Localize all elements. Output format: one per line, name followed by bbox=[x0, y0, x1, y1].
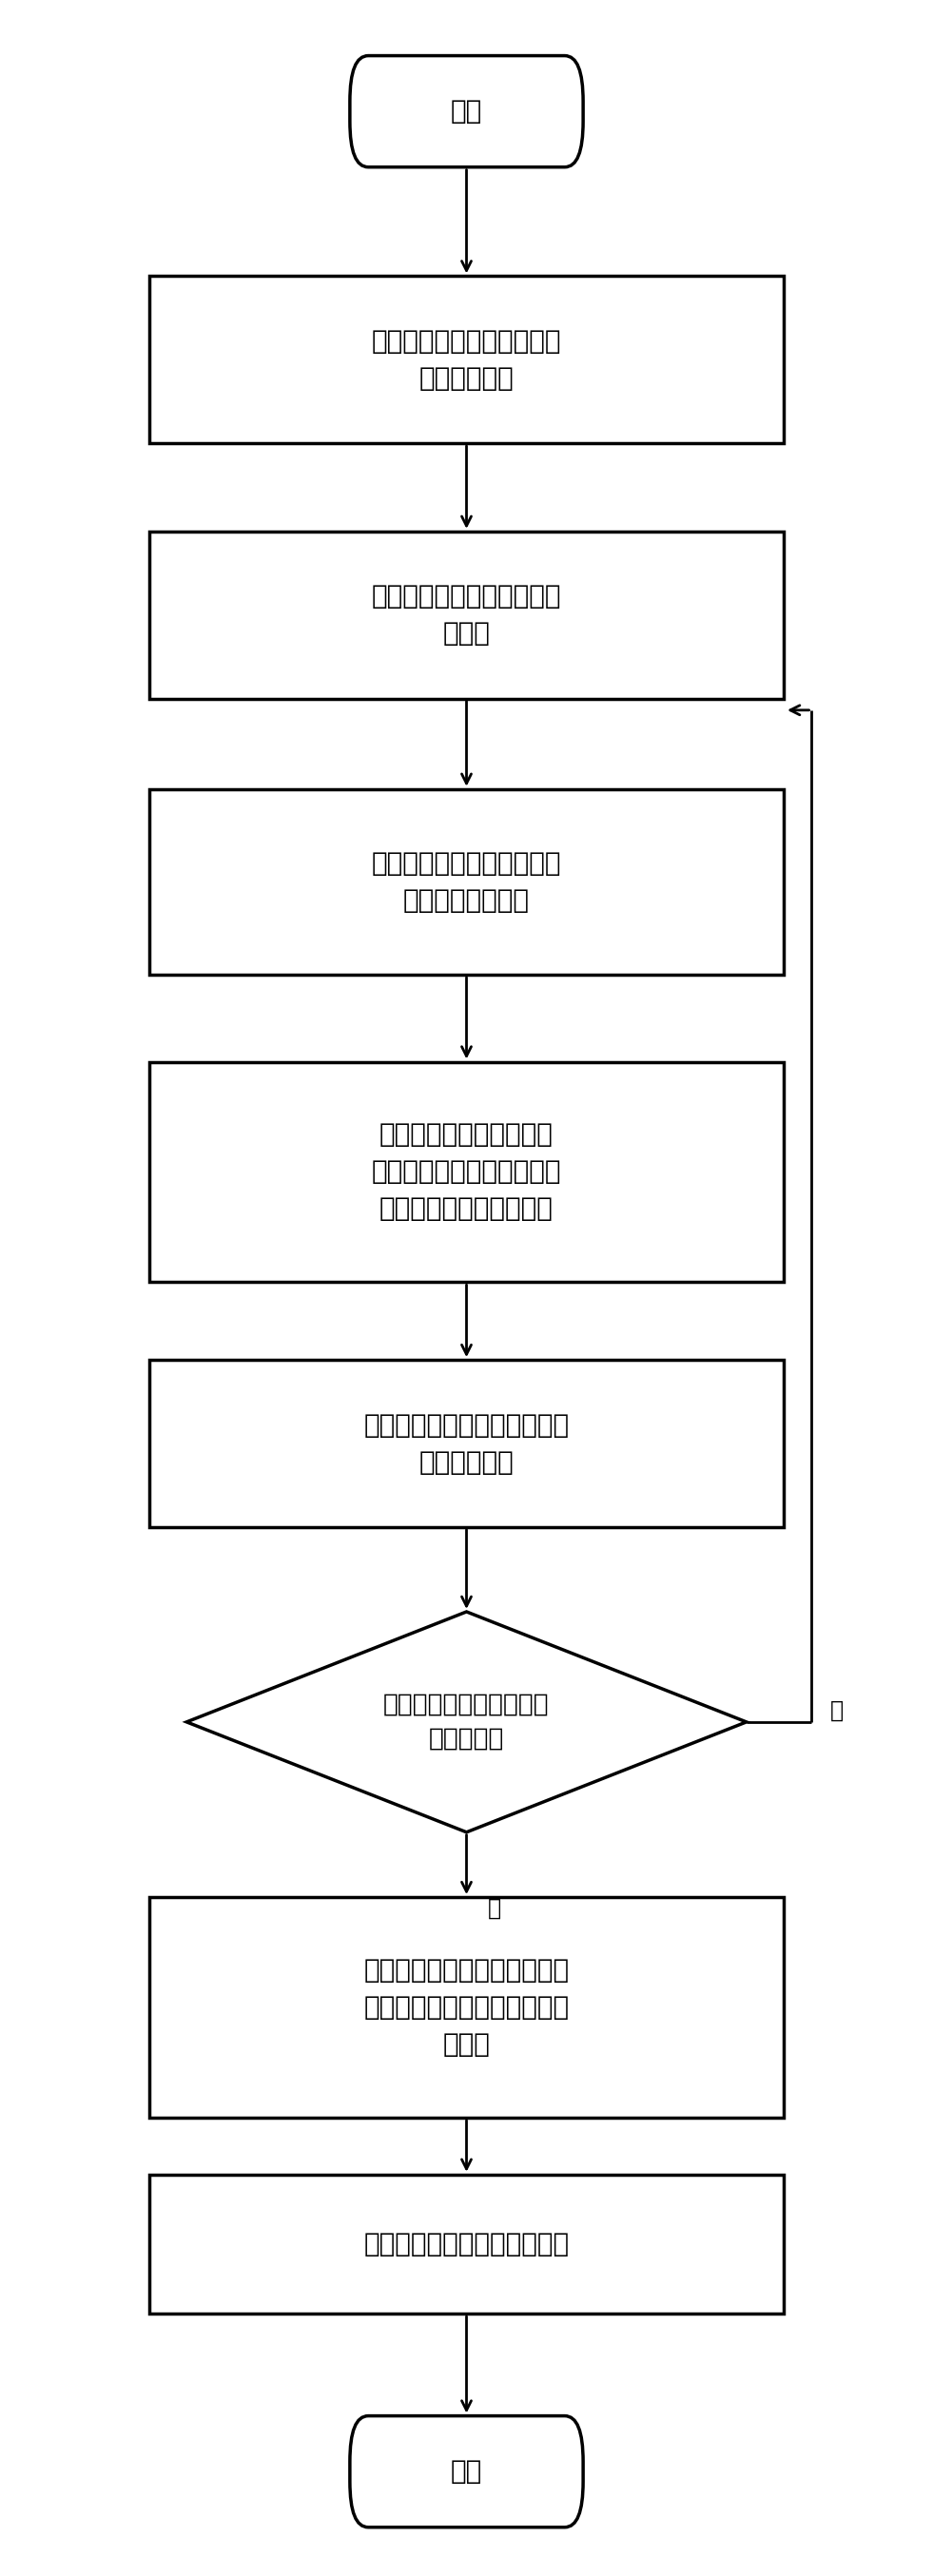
Text: 单片机读取控制模块中的扬
声器阵列组合信息: 单片机读取控制模块中的扬 声器阵列组合信息 bbox=[371, 850, 562, 914]
Text: 单片机生成相应的控制信
号，经过驱动电路、继电器
控制开关，打通指定通道: 单片机生成相应的控制信 号，经过驱动电路、继电器 控制开关，打通指定通道 bbox=[371, 1121, 562, 1224]
Polygon shape bbox=[187, 1613, 746, 1832]
Text: 是: 是 bbox=[488, 1896, 501, 1919]
Bar bbox=[149, 276, 784, 443]
Text: 得到最佳扬声器阵列组合方案: 得到最佳扬声器阵列组合方案 bbox=[364, 2231, 569, 2257]
Bar bbox=[149, 1061, 784, 1283]
Bar bbox=[149, 531, 784, 698]
FancyBboxPatch shape bbox=[350, 57, 583, 167]
Text: 被打开通道的扬声器阵列中的
组合播放旋律: 被打开通道的扬声器阵列中的 组合播放旋律 bbox=[364, 1412, 569, 1476]
Text: 在电子琴的共鸣腔处置入三
维扬声器阵列: 在电子琴的共鸣腔处置入三 维扬声器阵列 bbox=[371, 327, 562, 392]
Text: 扬声器阵列组合播放的样本并
录制、处理和输入神经网络模
型评估: 扬声器阵列组合播放的样本并 录制、处理和输入神经网络模 型评估 bbox=[364, 1958, 569, 2058]
Text: 开始: 开始 bbox=[451, 98, 482, 124]
Text: 是否读取完所有控制模块
的组合信息: 是否读取完所有控制模块 的组合信息 bbox=[383, 1692, 550, 1752]
Text: 将训练模型的指定旋律输入
电子琴: 将训练模型的指定旋律输入 电子琴 bbox=[371, 582, 562, 647]
Text: 否: 否 bbox=[830, 1700, 843, 1721]
Text: 结束: 结束 bbox=[451, 2458, 482, 2486]
Bar bbox=[149, 1360, 784, 1528]
FancyBboxPatch shape bbox=[350, 2416, 583, 2527]
Bar bbox=[149, 2174, 784, 2313]
Bar bbox=[149, 788, 784, 974]
Bar bbox=[149, 1896, 784, 2117]
